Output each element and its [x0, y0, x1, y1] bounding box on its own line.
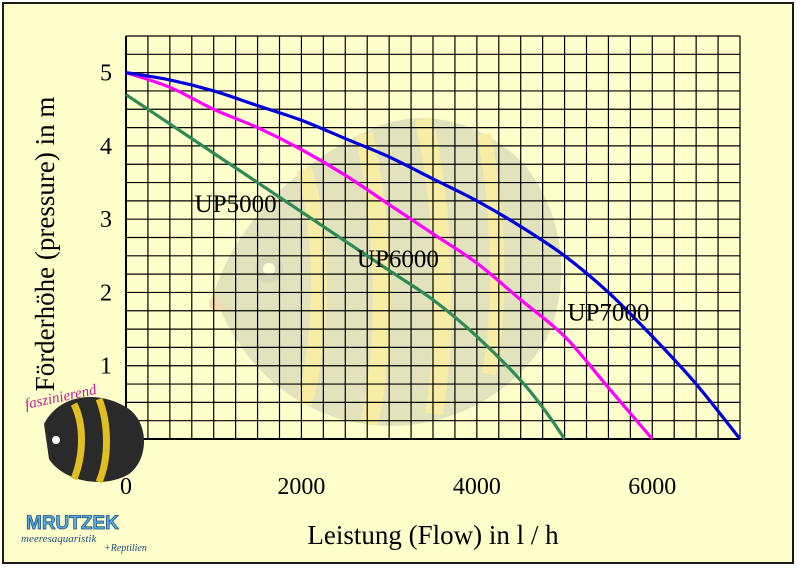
axes — [125, 36, 740, 440]
y-tick-label: 5 — [100, 61, 112, 87]
series-label: UP6000 — [357, 246, 439, 273]
x-tick-label: 0 — [120, 474, 132, 500]
logo-sub1: meeresaquaristik — [21, 533, 97, 545]
y-tick-label: 2 — [100, 280, 112, 306]
x-axis-title: Leistung (Flow) in l / h — [307, 520, 559, 550]
logo-sub2: +Reptilien — [104, 543, 147, 554]
y-tick-label: 3 — [100, 207, 112, 233]
tick-labels: 0200040006000012345 — [100, 61, 676, 500]
series-line-up6000 — [125, 71, 654, 441]
series-labels: UP5000 UP6000 UP7000 — [195, 191, 650, 326]
series-label: UP5000 — [195, 191, 277, 218]
series-group — [125, 71, 742, 441]
x-tick-label: 6000 — [628, 474, 676, 500]
grid — [125, 35, 741, 440]
x-tick-label: 4000 — [453, 474, 501, 500]
series-line-up7000 — [125, 71, 742, 440]
y-tick-label: 4 — [100, 134, 112, 160]
y-axis-title: Förderhöhe (pressure) in m — [30, 97, 60, 392]
x-tick-label: 2000 — [277, 474, 325, 500]
y-tick-label: 1 — [100, 354, 112, 380]
series-line-up5000 — [125, 93, 566, 440]
series-label: UP7000 — [567, 299, 649, 326]
logo-brand: MRUTZEK — [26, 513, 119, 534]
logo-fish-icon — [44, 397, 144, 482]
brand-logo: faszinierend MRUTZEK meeresaquaristik +R… — [21, 382, 147, 554]
